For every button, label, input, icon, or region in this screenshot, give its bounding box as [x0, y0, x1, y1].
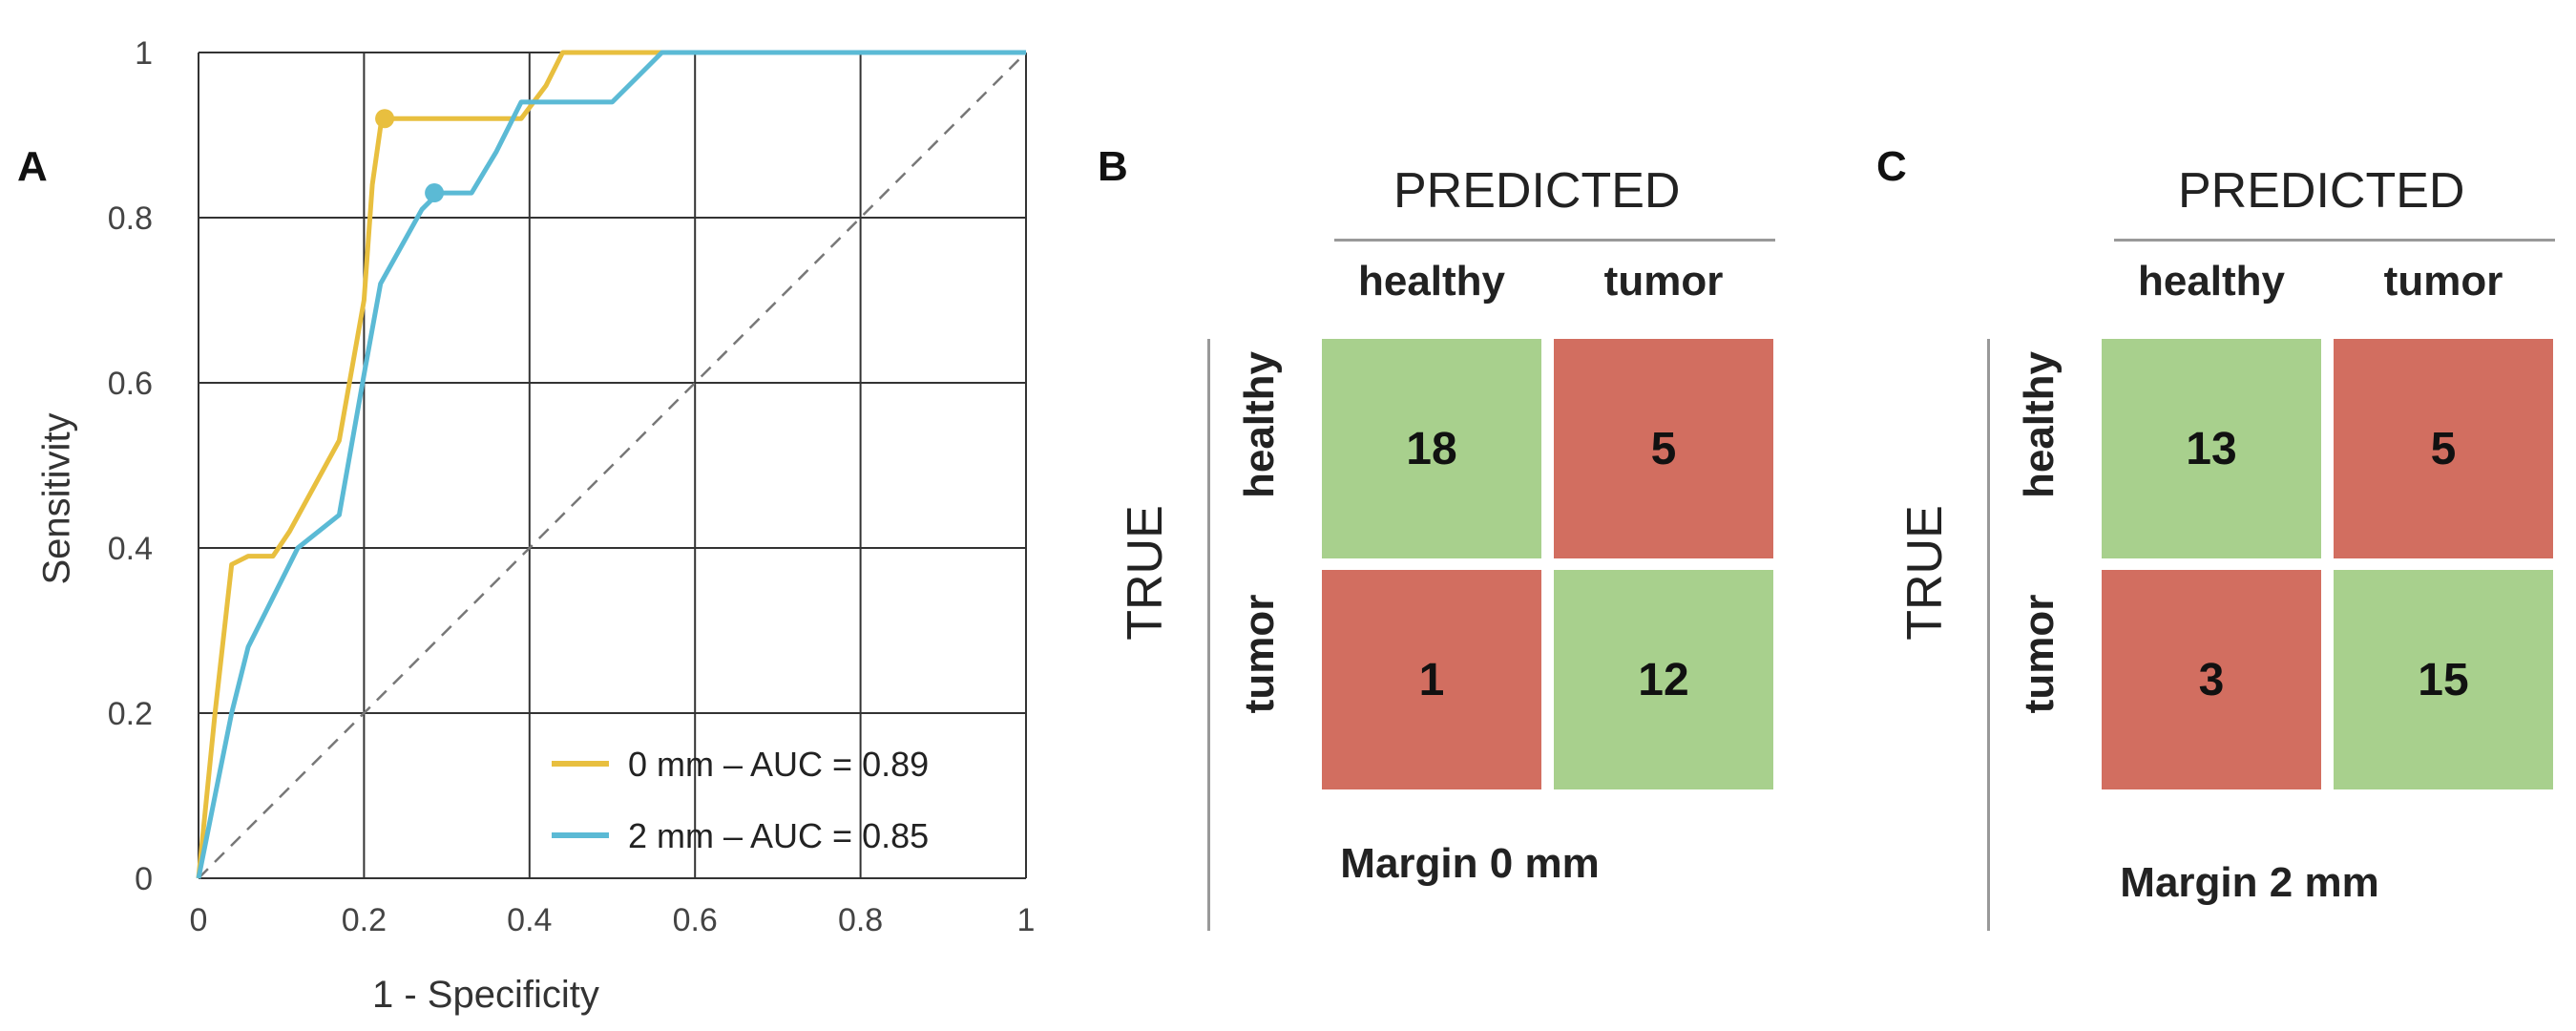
x-tick-label: 0.6 — [673, 902, 718, 938]
row-label-tumor: tumor — [1236, 594, 1283, 714]
col-label-healthy: healthy — [1357, 258, 1506, 305]
series-marker-1 — [425, 183, 445, 203]
y-tick-label: 0 — [135, 861, 153, 897]
y-tick-label: 1 — [135, 35, 153, 72]
col-label-healthy: healthy — [2137, 258, 2286, 305]
row-label-tumor: tumor — [2016, 594, 2063, 714]
x-axis-title: 1 - Specificity — [372, 974, 599, 1016]
cm-cell-tumor-tumor: 12 — [1554, 570, 1773, 789]
y-tick-label: 0.6 — [108, 366, 153, 402]
cm-cell-tumor-healthy: 1 — [1322, 570, 1541, 789]
series-line-1 — [196, 50, 1026, 879]
predicted-header: PREDICTED — [2178, 163, 2465, 219]
x-tick-label: 0.8 — [838, 902, 883, 938]
y-axis-title: Sensitivity — [35, 412, 78, 585]
col-label-tumor: tumor — [2383, 258, 2503, 305]
cm-cell-healthy-tumor: 5 — [1554, 339, 1773, 558]
y-tick-label: 0.8 — [108, 200, 153, 237]
cm-cell-tumor-tumor: 15 — [2334, 570, 2553, 789]
x-tick-label: 1 — [1017, 902, 1036, 938]
confusion-matrix-0mm: PREDICTED healthy tumor TRUE healthy tum… — [1118, 153, 1794, 931]
true-axis-label: TRUE — [1897, 505, 1953, 641]
roc-chart: 0 0.2 0.4 0.6 0.8 1 0 0.2 0.4 0.6 0.8 1 0 mm – AUC =… — [108, 35, 1036, 938]
legend-label-0: 0 mm – AUC = 0.89 — [628, 745, 929, 784]
predicted-underline — [1334, 239, 1775, 242]
cm-cell-healthy-tumor: 5 — [2334, 339, 2553, 558]
true-axis-line — [1207, 339, 1210, 931]
panel-letter-a: A — [17, 143, 48, 190]
true-axis-line — [1987, 339, 1990, 931]
legend-label-1: 2 mm – AUC = 0.85 — [628, 816, 929, 855]
matrix-caption: Margin 2 mm — [2120, 859, 2379, 906]
y-tick-label: 0.4 — [108, 531, 153, 567]
confusion-matrix-2mm: PREDICTED healthy tumor TRUE healthy tum… — [1897, 153, 2574, 931]
diagonal-reference-line — [198, 52, 1027, 879]
row-label-healthy: healthy — [1236, 350, 1283, 499]
panel-letter-b: B — [1098, 143, 1128, 190]
cm-cell-healthy-healthy: 13 — [2102, 339, 2321, 558]
x-tick-label: 0.4 — [507, 902, 552, 938]
predicted-underline — [2114, 239, 2555, 242]
cm-cell-healthy-healthy: 18 — [1322, 339, 1541, 558]
x-tick-label: 0.2 — [342, 902, 387, 938]
matrix-caption: Margin 0 mm — [1340, 840, 1600, 887]
panel-letter-c: C — [1876, 143, 1907, 190]
predicted-header: PREDICTED — [1393, 163, 1681, 219]
row-label-healthy: healthy — [2016, 350, 2063, 499]
series-marker-0 — [375, 109, 395, 129]
true-axis-label: TRUE — [1118, 505, 1173, 641]
x-tick-label: 0 — [190, 902, 208, 938]
y-tick-label: 0.2 — [108, 696, 153, 732]
series-line-0 — [196, 50, 1026, 879]
col-label-tumor: tumor — [1603, 258, 1724, 305]
cm-cell-tumor-healthy: 3 — [2102, 570, 2321, 789]
